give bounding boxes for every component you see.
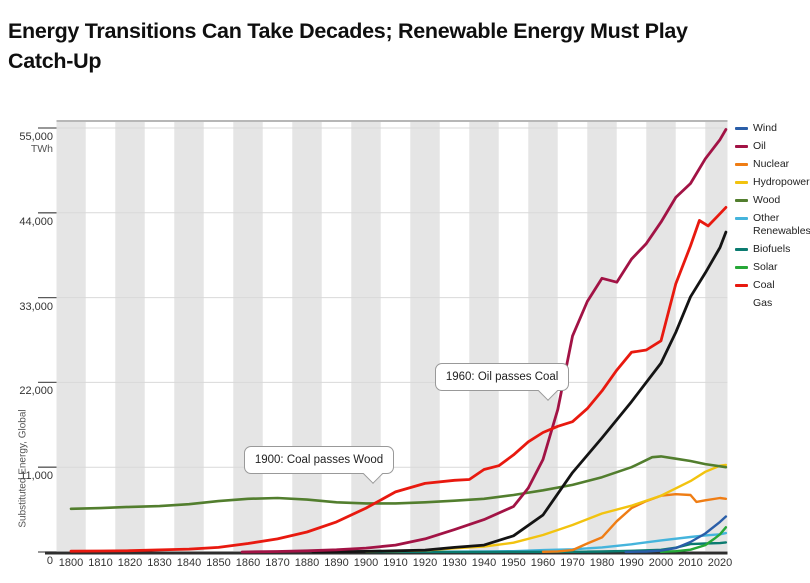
x-axis-tick-label: 1800 bbox=[58, 557, 84, 569]
series-line-wood bbox=[69, 455, 728, 511]
legend-label: Oil bbox=[753, 140, 766, 152]
series-line-solar bbox=[659, 526, 728, 553]
legend-label: Solar bbox=[753, 261, 778, 273]
x-axis-tick-label: 1950 bbox=[501, 557, 526, 569]
series-line-coal bbox=[69, 205, 728, 553]
decade-band bbox=[174, 122, 204, 551]
legend-label: Hydropower bbox=[753, 176, 810, 188]
legend-swatch bbox=[735, 145, 748, 148]
y-axis-tick-label: 44,000 bbox=[19, 215, 53, 228]
legend-label: Nuclear bbox=[753, 158, 790, 170]
decade-band bbox=[587, 122, 617, 551]
decade-band bbox=[292, 122, 322, 551]
x-axis-tick-label: 2020 bbox=[707, 557, 733, 569]
legend-swatch bbox=[735, 302, 748, 305]
decade-band bbox=[115, 122, 145, 551]
legend-item-wood: Wood bbox=[735, 194, 810, 207]
x-axis-tick-label: 2000 bbox=[648, 557, 674, 569]
y-axis-tick-label: 22,000 bbox=[19, 385, 53, 398]
x-axis-tick-label: 1990 bbox=[619, 557, 644, 569]
legend-label: Other Renewables bbox=[753, 212, 810, 237]
series-line-gas bbox=[311, 230, 728, 554]
x-axis-tick-label: 2010 bbox=[678, 557, 703, 569]
decade-band bbox=[233, 122, 263, 551]
decade-band bbox=[56, 122, 86, 551]
legend-item-wind: Wind bbox=[735, 122, 810, 135]
decade-band bbox=[469, 122, 499, 551]
legend-item-gas: Gas bbox=[735, 297, 810, 310]
x-axis-tick-label: 1850 bbox=[206, 557, 231, 569]
legend-item-other-renewables: Other Renewables bbox=[735, 212, 810, 238]
legend-item-hydropower: Hydropower bbox=[735, 176, 810, 189]
x-axis-tick-label: 1860 bbox=[235, 557, 261, 569]
legend-label: Gas bbox=[753, 297, 773, 309]
y-axis-tick-label: 11,000 bbox=[20, 470, 53, 483]
y-axis-tick-label: 55,000 TWh bbox=[3, 131, 53, 155]
x-axis-tick-label: 1820 bbox=[117, 557, 143, 569]
legend-swatch bbox=[735, 181, 748, 184]
x-axis-tick-label: 1810 bbox=[88, 557, 113, 569]
x-axis-tick-label: 1940 bbox=[471, 557, 497, 569]
decade-band bbox=[528, 122, 558, 551]
y-axis-title: Substituted Energy, Global bbox=[17, 409, 29, 528]
legend-swatch bbox=[735, 217, 748, 220]
x-axis-tick-label: 1870 bbox=[265, 557, 290, 569]
y-axis-tick-label: 0 bbox=[46, 555, 53, 567]
legend-swatch bbox=[735, 284, 748, 287]
x-axis-tick-label: 1960 bbox=[530, 557, 556, 569]
page-title: Energy Transitions Can Take Decades; Ren… bbox=[8, 19, 688, 74]
x-axis-tick-label: 1830 bbox=[147, 557, 172, 569]
x-axis-tick-label: 1970 bbox=[560, 557, 585, 569]
legend-swatch bbox=[735, 163, 748, 166]
x-axis-tick-label: 1920 bbox=[412, 557, 438, 569]
legend-label: Wood bbox=[753, 194, 781, 206]
legend-item-solar: Solar bbox=[735, 261, 810, 274]
x-axis-tick-label: 1840 bbox=[176, 557, 202, 569]
y-axis-unit: TWh bbox=[30, 143, 53, 155]
x-axis-tick-label: 1930 bbox=[442, 557, 467, 569]
decade-band bbox=[351, 122, 381, 551]
x-axis-tick-label: 1980 bbox=[589, 557, 615, 569]
legend-label: Biofuels bbox=[753, 243, 791, 255]
legend-swatch bbox=[735, 199, 748, 202]
legend-item-biofuels: Biofuels bbox=[735, 243, 810, 256]
annotation-bubble: 1900: Coal passes Wood bbox=[243, 445, 395, 474]
legend: Wind Oil Nuclear Hydropower Wood Other Renewa… bbox=[735, 122, 810, 315]
x-axis-tick-label: 1880 bbox=[294, 557, 320, 569]
series-line-oil bbox=[240, 128, 728, 554]
legend-item-nuclear: Nuclear bbox=[735, 158, 810, 171]
annotation-bubble: 1960: Oil passes Coal bbox=[434, 363, 570, 392]
x-axis-tick-label: 1910 bbox=[383, 557, 408, 569]
legend-swatch bbox=[735, 127, 748, 130]
legend-swatch bbox=[735, 266, 748, 269]
legend-label: Wind bbox=[753, 122, 777, 134]
legend-item-oil: Oil bbox=[735, 140, 810, 153]
series-line-wind bbox=[624, 515, 728, 554]
x-axis-tick-label: 1900 bbox=[353, 557, 379, 569]
legend-label: Coal bbox=[753, 279, 775, 291]
decade-band bbox=[410, 122, 440, 551]
y-axis-tick-label: 33,000 bbox=[19, 300, 53, 313]
legend-swatch bbox=[735, 248, 748, 251]
x-axis-tick-label: 1890 bbox=[324, 557, 349, 569]
legend-item-coal: Coal bbox=[735, 279, 810, 292]
decade-band bbox=[705, 122, 728, 551]
